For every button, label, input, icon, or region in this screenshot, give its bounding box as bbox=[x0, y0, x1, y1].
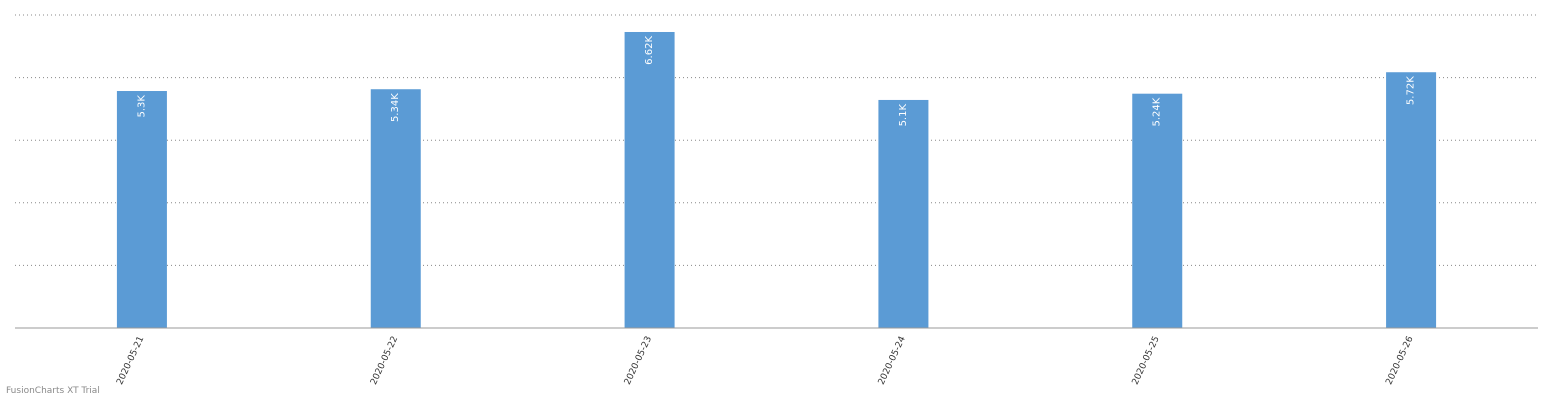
x-tick-label: 2020-05-22 bbox=[369, 335, 400, 387]
data-label: 5.72K bbox=[1406, 76, 1417, 105]
x-tick-label: 2020-05-24 bbox=[877, 335, 908, 387]
bar[interactable] bbox=[116, 91, 167, 328]
x-tick-label: 2020-05-23 bbox=[623, 335, 654, 387]
x-tick-labels: 2020-05-21 2020-05-22 2020-05-23 2020-05-24… bbox=[115, 335, 1415, 387]
data-label: 6.62K bbox=[644, 36, 655, 65]
watermark-text: FusionCharts XT Trial bbox=[6, 386, 100, 396]
bars bbox=[116, 31, 1437, 329]
x-tick-label: 2020-05-25 bbox=[1131, 335, 1162, 387]
bar[interactable] bbox=[1132, 93, 1183, 328]
x-tick-label: 2020-05-21 bbox=[115, 335, 146, 387]
gridlines bbox=[15, 14, 1538, 266]
data-label: 5.34K bbox=[390, 93, 401, 122]
data-label: 5.1K bbox=[898, 104, 909, 127]
x-tick-label: 2020-05-26 bbox=[1384, 335, 1415, 387]
bar[interactable] bbox=[370, 89, 421, 329]
data-label: 5.3K bbox=[136, 95, 147, 118]
bar[interactable] bbox=[878, 99, 929, 328]
value-labels: 5.3K 5.34K 6.62K 5.1K 5.24K 5.72K bbox=[136, 36, 1416, 127]
data-label: 5.24K bbox=[1152, 97, 1163, 126]
bar[interactable] bbox=[1386, 72, 1437, 328]
bar[interactable] bbox=[624, 31, 675, 329]
